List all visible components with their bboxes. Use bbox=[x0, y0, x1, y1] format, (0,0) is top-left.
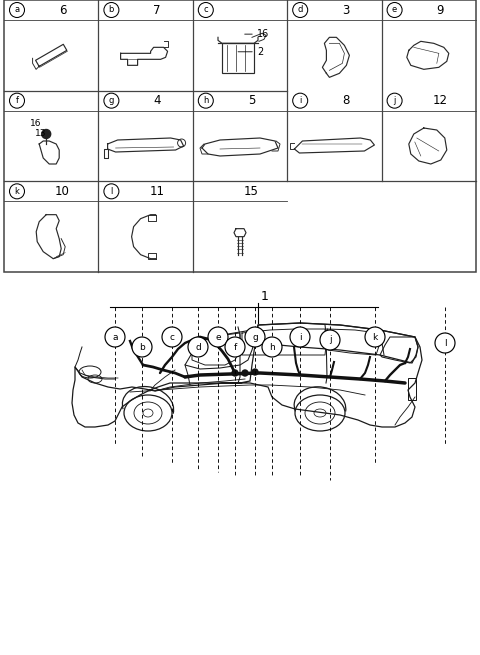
Text: 7: 7 bbox=[153, 3, 161, 16]
Circle shape bbox=[232, 370, 238, 376]
Text: f: f bbox=[233, 343, 237, 352]
Circle shape bbox=[10, 93, 24, 108]
Circle shape bbox=[104, 93, 119, 108]
Text: g: g bbox=[108, 96, 114, 105]
Text: k: k bbox=[14, 187, 19, 196]
Text: e: e bbox=[392, 5, 397, 14]
Text: 3: 3 bbox=[342, 3, 349, 16]
Text: f: f bbox=[15, 96, 19, 105]
Text: a: a bbox=[112, 333, 118, 341]
Circle shape bbox=[10, 3, 24, 18]
Text: 16: 16 bbox=[257, 29, 269, 39]
Text: g: g bbox=[252, 333, 258, 341]
Text: c: c bbox=[204, 5, 208, 14]
Text: h: h bbox=[203, 96, 208, 105]
Circle shape bbox=[208, 327, 228, 347]
Text: j: j bbox=[329, 335, 331, 345]
Text: 9: 9 bbox=[436, 3, 444, 16]
Bar bbox=[4, 0, 476, 272]
Circle shape bbox=[105, 327, 125, 347]
Text: b: b bbox=[139, 343, 145, 352]
Text: d: d bbox=[195, 343, 201, 352]
Circle shape bbox=[387, 3, 402, 18]
Text: 5: 5 bbox=[248, 94, 255, 107]
Circle shape bbox=[262, 337, 282, 357]
Circle shape bbox=[104, 3, 119, 18]
Text: k: k bbox=[372, 333, 378, 341]
Circle shape bbox=[242, 370, 248, 376]
Circle shape bbox=[188, 337, 208, 357]
Text: c: c bbox=[169, 333, 175, 341]
Text: l: l bbox=[110, 187, 113, 196]
Circle shape bbox=[293, 3, 308, 18]
Circle shape bbox=[435, 333, 455, 353]
Bar bbox=[408, 378, 416, 400]
Circle shape bbox=[320, 330, 340, 350]
Text: d: d bbox=[298, 5, 303, 14]
Circle shape bbox=[293, 93, 308, 108]
Text: i: i bbox=[299, 96, 301, 105]
Text: 11: 11 bbox=[149, 185, 165, 198]
Circle shape bbox=[225, 337, 245, 357]
Text: 6: 6 bbox=[59, 3, 66, 16]
Circle shape bbox=[290, 327, 310, 347]
Text: 15: 15 bbox=[244, 185, 259, 198]
Text: 8: 8 bbox=[342, 94, 349, 107]
Bar bbox=[222, 43, 254, 73]
Circle shape bbox=[132, 337, 152, 357]
Text: 1: 1 bbox=[261, 290, 269, 303]
Circle shape bbox=[245, 327, 265, 347]
Text: b: b bbox=[108, 5, 114, 14]
Text: a: a bbox=[14, 5, 20, 14]
Text: j: j bbox=[394, 96, 396, 105]
Circle shape bbox=[365, 327, 385, 347]
Text: 12: 12 bbox=[432, 94, 448, 107]
Text: 13: 13 bbox=[36, 129, 47, 138]
Text: l: l bbox=[444, 339, 446, 348]
Text: h: h bbox=[269, 343, 275, 352]
Circle shape bbox=[387, 93, 402, 108]
Circle shape bbox=[42, 130, 51, 138]
Circle shape bbox=[198, 3, 213, 18]
Text: 16: 16 bbox=[30, 119, 42, 128]
Circle shape bbox=[198, 93, 213, 108]
Text: e: e bbox=[215, 333, 221, 341]
Text: 4: 4 bbox=[153, 94, 161, 107]
Text: i: i bbox=[299, 333, 301, 341]
Text: 2: 2 bbox=[257, 47, 263, 57]
Circle shape bbox=[10, 184, 24, 199]
Circle shape bbox=[162, 327, 182, 347]
Text: 10: 10 bbox=[55, 185, 70, 198]
Circle shape bbox=[104, 184, 119, 199]
Circle shape bbox=[252, 369, 258, 375]
